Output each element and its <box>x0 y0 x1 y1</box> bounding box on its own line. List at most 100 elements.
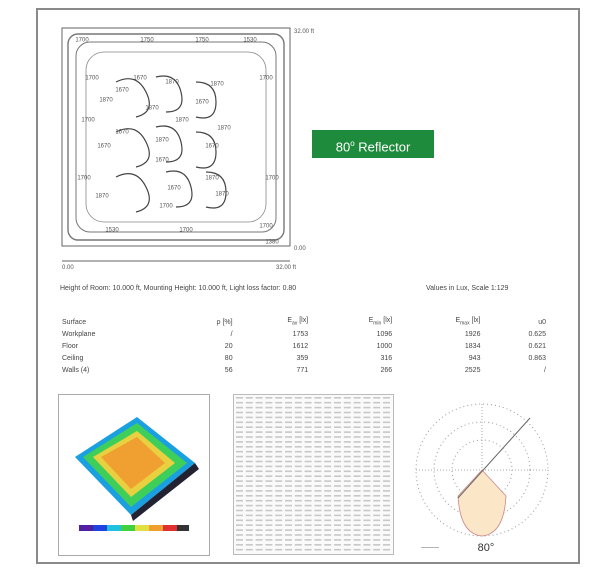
grid-cell <box>353 411 361 414</box>
grid-cell <box>373 450 381 453</box>
polar-diagram: ——— 80° <box>415 403 549 554</box>
grid-cell <box>236 470 243 473</box>
grid-cell <box>353 534 361 536</box>
grid-cell <box>304 514 312 517</box>
grid-cell <box>363 519 371 522</box>
grid-cell <box>324 490 332 492</box>
grid-cell <box>334 450 341 453</box>
header-unit: [lx] <box>381 317 393 325</box>
contour-label: 1870 <box>205 176 219 182</box>
grid-cell <box>383 490 390 492</box>
grid-cell <box>265 509 273 512</box>
grid-cell <box>304 411 312 414</box>
grid-cell <box>236 431 243 433</box>
grid-cell <box>294 441 302 443</box>
grid-cell <box>334 436 341 438</box>
grid-cell <box>353 490 361 492</box>
grid-cell <box>294 406 302 409</box>
badge-sup: o <box>350 139 355 148</box>
grid-cell <box>255 539 263 541</box>
grid-cell <box>343 504 351 507</box>
grid-cell <box>294 421 302 424</box>
grid-cell <box>245 514 253 517</box>
grid-cell <box>373 441 381 443</box>
grid-cell <box>314 411 322 414</box>
grid-cell <box>324 539 332 541</box>
grid-cell <box>324 446 332 448</box>
header-cell: Surface <box>60 316 174 328</box>
contour-label: 1870 <box>217 126 231 132</box>
grid-cell <box>285 446 292 448</box>
grid-cell <box>265 499 273 502</box>
grid-cell <box>245 504 253 507</box>
grid-cell <box>353 450 361 453</box>
grid-cell <box>353 495 361 497</box>
grid-cell <box>255 431 263 433</box>
grid-cell <box>255 470 263 473</box>
contour-label: 1700 <box>77 176 91 182</box>
grid-cell <box>373 524 381 526</box>
header-main: ρ [%] <box>216 318 233 326</box>
grid-cell <box>334 465 341 468</box>
grid-cell <box>383 416 390 419</box>
header-sub: min <box>373 320 382 327</box>
grid-cell <box>353 470 361 473</box>
contour-label: 1670 <box>205 144 219 150</box>
table-cell: Workplane <box>62 330 96 338</box>
grid-cell <box>383 450 390 453</box>
grid-cell <box>275 426 283 428</box>
grid-cell <box>363 416 371 419</box>
header-cell: u0 <box>482 316 548 328</box>
grid-cell <box>285 475 292 477</box>
grid-cell <box>245 406 253 409</box>
grid-cell <box>255 406 263 409</box>
grid-cell <box>285 431 292 433</box>
grid-cell <box>363 470 371 473</box>
grid-cell <box>255 514 263 517</box>
grid-cell <box>245 441 253 443</box>
grid-cell <box>383 460 390 463</box>
grid-cell <box>343 455 351 458</box>
grid-cell <box>353 504 361 507</box>
table-cell: 1612 <box>292 342 309 350</box>
grid-cell <box>304 446 312 448</box>
grid-cell <box>353 416 361 419</box>
grid-cell <box>383 446 390 448</box>
grid-cell <box>324 465 332 468</box>
table-cell: 56 <box>224 366 233 374</box>
grid-cell <box>383 465 390 468</box>
grid-cell <box>255 490 263 492</box>
grid-cell <box>294 397 302 399</box>
grid-cell <box>314 470 322 473</box>
grid-cell <box>245 480 253 482</box>
grid-cell <box>265 441 273 443</box>
grid-cell <box>236 480 243 482</box>
grid-cell <box>373 401 381 404</box>
grid-cell <box>343 397 351 399</box>
grid-cell <box>324 470 332 473</box>
badge-text: Reflector <box>354 139 411 155</box>
grid-cell <box>334 431 341 433</box>
grid-cell <box>343 485 351 487</box>
grid-cell <box>314 490 322 492</box>
grid-cell <box>343 514 351 517</box>
grid-cell <box>343 548 351 551</box>
grid-cell <box>373 504 381 507</box>
grid-cell <box>324 499 332 502</box>
grid-cell <box>236 548 243 551</box>
grid-cell <box>294 431 302 433</box>
grid-cell <box>353 544 361 546</box>
grid-cell <box>353 436 361 438</box>
grid-cell <box>363 460 371 463</box>
grid-cell <box>245 539 253 541</box>
grid-cell <box>285 426 292 428</box>
grid-cell <box>304 431 312 433</box>
grid-cell <box>265 426 273 428</box>
grid-cell <box>285 460 292 463</box>
grid-cell <box>334 534 341 536</box>
header-cell: Emin [lx] <box>310 316 394 328</box>
grid-cell <box>275 480 283 482</box>
grid-cell <box>314 441 322 443</box>
header-main: E <box>455 317 461 325</box>
